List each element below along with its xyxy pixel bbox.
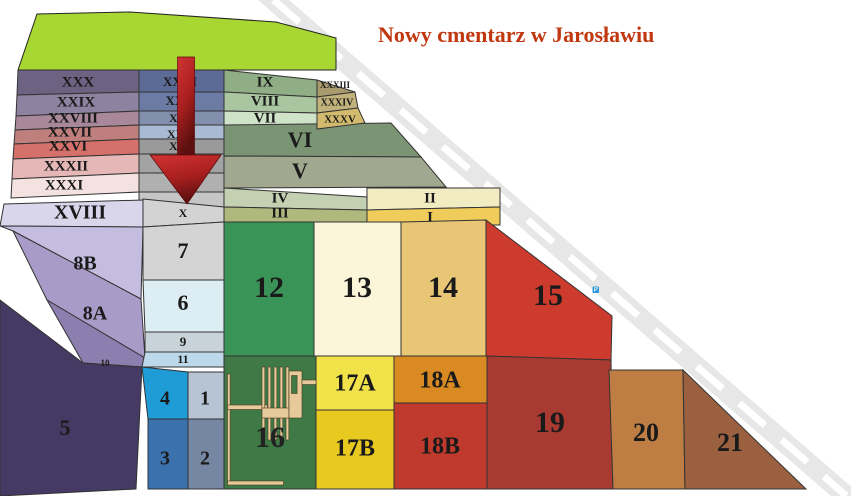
- svg-text:XXXII: XXXII: [44, 158, 88, 174]
- svg-text:9: 9: [180, 334, 187, 349]
- svg-text:20: 20: [633, 418, 659, 447]
- svg-text:XXXIV: XXXIV: [321, 97, 355, 108]
- svg-text:17A: 17A: [334, 371, 376, 397]
- svg-text:16: 16: [255, 421, 285, 454]
- svg-text:1: 1: [200, 388, 210, 410]
- svg-text:III: III: [271, 205, 289, 221]
- svg-text:XXIX: XXIX: [57, 94, 96, 110]
- svg-text:XXXV: XXXV: [324, 114, 356, 126]
- svg-text:VI: VI: [288, 127, 312, 152]
- svg-text:2: 2: [200, 448, 210, 470]
- svg-text:17B: 17B: [335, 436, 375, 462]
- svg-text:XXX: XXX: [62, 74, 95, 90]
- svg-text:XXXI: XXXI: [45, 177, 83, 193]
- svg-text:15: 15: [533, 279, 563, 312]
- svg-text:6: 6: [178, 290, 189, 315]
- svg-text:XVIII: XVIII: [54, 202, 106, 224]
- svg-text:10: 10: [101, 358, 111, 368]
- svg-text:18A: 18A: [419, 368, 461, 394]
- svg-text:13: 13: [342, 271, 372, 304]
- svg-text:VIII: VIII: [251, 93, 280, 109]
- svg-text:18B: 18B: [420, 434, 460, 460]
- svg-text:3: 3: [160, 448, 170, 470]
- svg-text:IV: IV: [272, 190, 289, 206]
- svg-text:Nowy cmentarz w Jarosławiu: Nowy cmentarz w Jarosławiu: [378, 22, 654, 47]
- svg-text:4: 4: [160, 388, 170, 410]
- svg-text:X: X: [179, 206, 188, 220]
- svg-text:XXXIII: XXXIII: [320, 80, 351, 90]
- svg-text:8A: 8A: [83, 303, 108, 325]
- svg-text:7: 7: [178, 238, 189, 263]
- svg-text:8B: 8B: [73, 253, 96, 275]
- svg-text:VII: VII: [254, 110, 277, 126]
- svg-text:XXVI: XXVI: [49, 138, 87, 154]
- svg-text:5: 5: [60, 415, 71, 440]
- svg-text:21: 21: [717, 428, 743, 457]
- svg-text:11: 11: [177, 352, 188, 366]
- svg-text:IX: IX: [257, 74, 274, 90]
- svg-text:19: 19: [535, 406, 565, 439]
- svg-text:I: I: [427, 209, 433, 225]
- svg-text:V: V: [292, 158, 308, 183]
- svg-text:14: 14: [428, 271, 458, 304]
- svg-text:II: II: [424, 190, 436, 206]
- svg-text:12: 12: [254, 271, 284, 304]
